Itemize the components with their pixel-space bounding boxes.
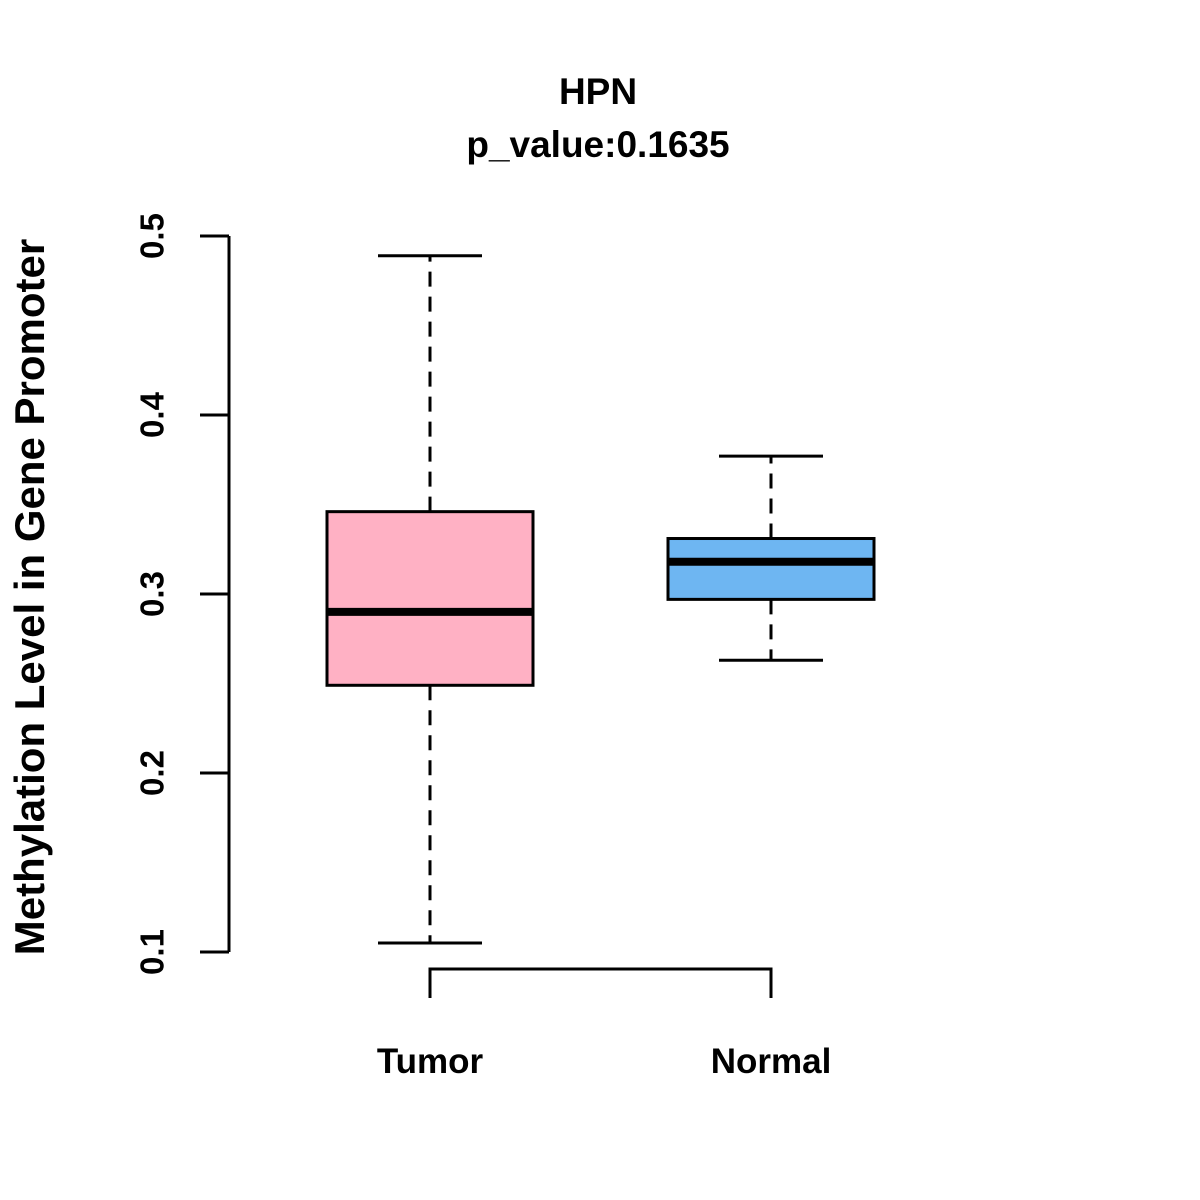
category-label-tumor: Tumor: [376, 1042, 484, 1081]
y-tick-label: 0.5: [134, 213, 171, 259]
chart-subtitle: p_value:0.1635: [466, 124, 730, 165]
normal-iqr-box: [666, 537, 876, 601]
x-axis-bracket: [428, 967, 773, 998]
y-tick-label: 0.3: [134, 571, 171, 617]
y-tick-label: 0.2: [134, 750, 171, 796]
y-tick-label: 0.4: [134, 391, 171, 438]
tumor-iqr-box: [325, 510, 535, 687]
category-label-normal: Normal: [710, 1042, 832, 1081]
y-tick-label: 0.1: [134, 929, 171, 975]
chart-title: HPN: [558, 71, 638, 112]
